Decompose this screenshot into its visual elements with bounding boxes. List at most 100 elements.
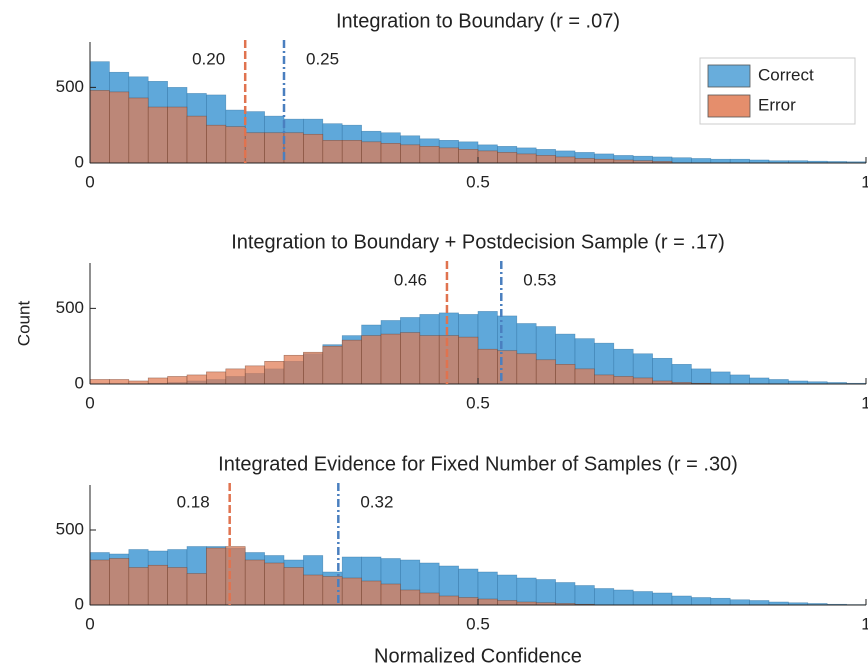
histogram-bar: [380, 583, 401, 606]
histogram-bar: [147, 106, 168, 164]
histogram-bar: [477, 598, 498, 606]
median-label: 0.32: [360, 492, 393, 511]
x-tick-label: 0.5: [466, 393, 490, 412]
histogram-bar: [555, 364, 576, 385]
histogram-bar: [749, 600, 770, 606]
median-label: 0.46: [394, 270, 427, 289]
histogram-bar: [89, 559, 110, 606]
histogram-bar: [574, 585, 595, 606]
histogram-bar: [438, 335, 459, 385]
histogram-bar: [361, 335, 382, 385]
median-label: 0.53: [523, 270, 556, 289]
histogram-bar: [555, 582, 576, 606]
histogram-bar: [691, 158, 712, 164]
histogram-bar: [419, 146, 440, 164]
median-label: 0.20: [192, 49, 225, 68]
histogram-bar: [303, 574, 324, 606]
x-tick-label: 0.5: [466, 172, 490, 191]
histogram-bar: [768, 379, 789, 385]
chart-title: Integration to Boundary + Postdecision S…: [231, 231, 725, 253]
histogram-bar: [283, 567, 304, 606]
histogram-bar: [594, 158, 615, 164]
histogram-bar: [749, 377, 770, 385]
median-label: 0.25: [306, 49, 339, 68]
histogram-bar: [458, 149, 479, 164]
histogram-bar: [244, 365, 265, 385]
histogram-bar: [400, 144, 421, 164]
histogram-bar: [458, 336, 479, 385]
histogram-bar: [167, 106, 188, 164]
histogram-bar: [477, 348, 498, 385]
histogram-bar: [497, 600, 518, 606]
histogram-bar: [652, 357, 673, 385]
histogram-bar: [574, 158, 595, 164]
histogram-bar: [574, 368, 595, 385]
histogram-bar: [516, 153, 537, 164]
histogram-bar: [729, 158, 750, 164]
chart-title: Integration to Boundary (r = .07): [336, 10, 620, 32]
histogram-bar: [419, 335, 440, 385]
histogram-bar: [594, 374, 615, 385]
histogram-bar: [341, 140, 362, 164]
histogram-bar: [186, 374, 207, 385]
histogram-bar: [341, 577, 362, 606]
histogram-bar: [613, 376, 634, 385]
x-axis-label: Normalized Confidence: [374, 645, 582, 667]
legend-swatch: [707, 94, 751, 118]
histogram-bar: [691, 597, 712, 606]
x-tick-label: 0: [85, 614, 94, 633]
histogram-bar: [516, 577, 537, 606]
histogram-bar: [516, 353, 537, 385]
y-tick-label: 0: [75, 152, 84, 171]
x-tick-label: 0.5: [466, 614, 490, 633]
histogram-bar: [632, 591, 653, 606]
histogram-bar: [361, 141, 382, 164]
histogram-bar: [535, 155, 556, 164]
histogram-bar: [555, 156, 576, 164]
legend-label: Correct: [758, 65, 814, 84]
histogram-bar: [264, 361, 285, 385]
histogram-bar: [400, 589, 421, 606]
histogram-bar: [729, 374, 750, 385]
histogram-bar: [244, 559, 265, 606]
histogram-bar: [400, 332, 421, 385]
histogram-bar: [186, 573, 207, 606]
histogram-bar: [710, 158, 731, 164]
histogram-bar: [167, 376, 188, 385]
histogram-bar: [322, 345, 343, 385]
histogram-bar: [594, 588, 615, 606]
histogram-bar: [652, 592, 673, 606]
histogram-bar: [128, 97, 149, 164]
median-label: 0.18: [177, 492, 210, 511]
x-tick-label: 1: [861, 614, 868, 633]
histogram-bar: [283, 354, 304, 385]
histogram-bar: [477, 150, 498, 164]
legend-swatch: [707, 64, 751, 88]
histogram-bar: [89, 90, 110, 164]
legend-label: Error: [758, 95, 796, 114]
histogram-bar: [438, 595, 459, 606]
histogram-bar: [109, 558, 130, 606]
histogram-bar: [632, 377, 653, 385]
chart-title: Integrated Evidence for Fixed Number of …: [218, 453, 738, 475]
histogram-bar: [671, 157, 692, 164]
histogram-bar: [225, 368, 246, 385]
histogram-bar: [535, 359, 556, 385]
histogram-bar: [109, 91, 130, 164]
histogram-bar: [283, 132, 304, 164]
histogram-bar: [361, 580, 382, 606]
histogram-bar: [147, 377, 168, 385]
histogram-bar: [206, 124, 227, 164]
histogram-bar: [206, 371, 227, 385]
histogram-bar: [671, 364, 692, 385]
histogram-bar: [438, 147, 459, 164]
x-tick-label: 1: [861, 393, 868, 412]
histogram-bar: [147, 564, 168, 606]
histogram-bar: [341, 339, 362, 385]
histogram-bar: [303, 351, 324, 385]
histogram-bar: [322, 140, 343, 164]
histogram-bar: [729, 599, 750, 606]
histogram-bar: [89, 379, 110, 385]
histogram-bar: [671, 595, 692, 606]
histogram-bar: [225, 126, 246, 164]
